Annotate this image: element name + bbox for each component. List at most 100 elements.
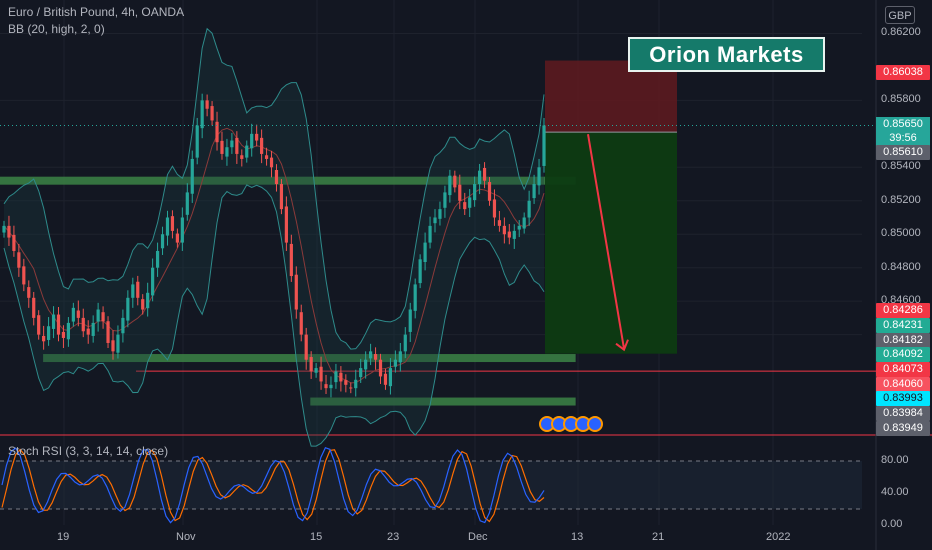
candle: [255, 133, 259, 141]
price-tick-label: 0.85000: [881, 227, 921, 240]
candle: [264, 155, 269, 159]
candle: [121, 317, 125, 334]
candle: [294, 274, 298, 310]
candle: [61, 331, 66, 338]
bb-indicator-label: BB (20, high, 2, 0): [8, 22, 105, 36]
candle: [170, 216, 175, 231]
price-tick-label: 0.86200: [881, 26, 921, 39]
candle: [349, 387, 353, 389]
candle: [329, 384, 333, 389]
bb-fill: [4, 28, 544, 447]
candle: [487, 182, 492, 201]
price-tag: 0.84092: [876, 347, 930, 362]
candlesticks: [2, 93, 546, 398]
candle: [7, 225, 11, 238]
candle: [398, 351, 402, 363]
candle: [17, 252, 21, 268]
candle: [141, 299, 145, 310]
candle: [542, 125, 546, 166]
candle: [378, 359, 383, 377]
zone-bar: [0, 176, 576, 185]
candle: [408, 309, 412, 332]
candle: [274, 169, 279, 185]
candle: [517, 225, 521, 230]
price-tag: 0.84231: [876, 318, 930, 333]
last-price-label: 0.85650 39:56: [876, 117, 930, 146]
candle: [309, 357, 313, 372]
candle: [56, 314, 61, 335]
candle: [86, 328, 90, 335]
candle: [527, 200, 531, 218]
stop-zone: [545, 60, 677, 133]
currency-button[interactable]: GBP: [885, 6, 915, 24]
candle: [136, 281, 140, 298]
stoch-d-line: [1, 448, 545, 523]
stoch-band-fill: [0, 461, 862, 509]
candle: [344, 380, 348, 385]
candle: [324, 384, 328, 389]
candle: [91, 322, 95, 336]
candle: [339, 372, 343, 382]
candle: [240, 155, 244, 159]
candle: [51, 314, 56, 329]
candle: [220, 140, 224, 154]
candle: [160, 234, 165, 249]
candle: [2, 225, 6, 233]
candle: [71, 307, 75, 322]
candle: [369, 351, 373, 359]
candle: [12, 234, 16, 251]
arrow-head: [615, 339, 629, 352]
candle: [284, 206, 288, 243]
time-tick-label: Dec: [468, 531, 488, 543]
candle: [200, 100, 204, 129]
candle: [42, 335, 46, 342]
candle: [66, 322, 71, 340]
time-tick-label: 2022: [766, 531, 791, 543]
candle: [299, 312, 303, 335]
candle: [507, 231, 511, 238]
bb-upper: [3, 27, 545, 350]
bollinger-bands: [3, 27, 545, 447]
candle: [482, 167, 487, 181]
last-price-value: 0.85650: [883, 118, 923, 130]
candle: [165, 217, 170, 236]
candle: [46, 326, 51, 340]
candle: [522, 217, 526, 229]
price-tag: 0.86038: [876, 65, 930, 80]
candle: [403, 334, 407, 352]
event-markers[interactable]: [539, 416, 603, 432]
candle: [319, 366, 323, 382]
candle: [96, 309, 100, 322]
candle: [175, 233, 179, 243]
price-tag: 0.83993: [876, 391, 930, 406]
candle: [448, 175, 452, 196]
candle: [512, 230, 516, 239]
candle: [364, 359, 368, 370]
zone-bar: [310, 397, 576, 406]
candle: [225, 147, 229, 157]
brand-banner: Orion Markets: [628, 37, 825, 72]
short-position-tool[interactable]: [545, 60, 677, 354]
candle: [428, 225, 432, 243]
stoch-tick-label: 0.00: [881, 518, 903, 530]
target-zone: [545, 132, 677, 354]
candle: [106, 321, 110, 343]
symbol-title: Euro / British Pound, 4h, OANDA: [8, 5, 185, 19]
price-tag: 0.83949: [876, 421, 930, 436]
candle: [393, 359, 397, 367]
candle: [146, 292, 150, 309]
candle: [354, 379, 358, 389]
price-tag: 0.84286: [876, 303, 930, 318]
price-tag: 0.84060: [876, 377, 930, 392]
stoch-rsi-pane: [0, 446, 862, 524]
candle: [334, 371, 338, 383]
candle: [76, 310, 80, 318]
candle: [235, 137, 239, 154]
forecast-arrow: [587, 134, 625, 349]
price-tick-label: 0.84800: [881, 260, 921, 273]
candle: [131, 284, 135, 298]
candle: [210, 106, 214, 121]
candle: [269, 157, 274, 168]
